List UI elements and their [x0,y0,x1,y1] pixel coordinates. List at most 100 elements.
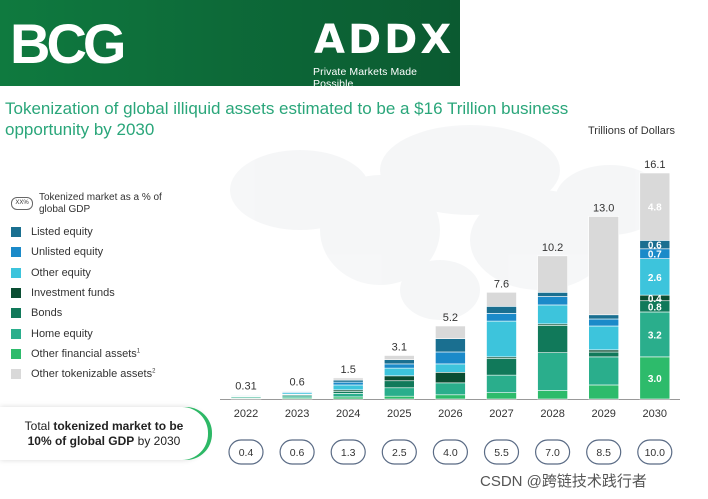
total-label: 1.5 [341,364,356,376]
gdp-pill-label: 8.5 [596,447,611,459]
bar-segment [435,382,466,396]
legend-label-text: Bonds [31,307,63,320]
total-label: 0.6 [289,377,304,389]
legend-item: Bonds [11,303,179,323]
watermark: CSDN @跨链技术践行者 [480,473,647,490]
segment-label: 3.0 [648,374,662,385]
total-label: 13.0 [593,203,614,215]
bcg-logo: BCG [10,12,126,75]
legend-header: XX% Tokenized market as a % of global GD… [11,192,179,222]
bar-segment [486,292,517,307]
map-landmass [320,175,440,285]
x-tick-label: 2029 [591,408,615,420]
map-landmass [470,190,610,290]
legend-swatch [11,348,21,359]
legend-label-text: Investment funds [31,287,115,300]
bar-segment [435,363,466,373]
summary-line-1: Total tokenized market to be [25,419,184,434]
bar-segment [281,390,313,392]
bar-segment [332,390,364,394]
bar-segment [639,311,671,358]
gdp-pill-label: 4.0 [443,447,458,459]
bar-segment [383,355,415,360]
gdp-pill-label: 5.5 [494,447,509,459]
legend-label: Other tokenizable assets2 [31,368,155,380]
legend-label-text: Home equity [31,327,93,340]
bar-segment [435,338,466,353]
bar-segment [332,381,364,386]
summary-callout: Total tokenized market to be 10% of glob… [0,407,208,460]
total-label: 5.2 [443,312,458,324]
legend-label-text: Other financial assets [31,347,137,360]
bar-segment [486,357,517,376]
legend-label: Other equity [31,267,91,279]
map-landmass [230,150,370,230]
total-label: 0.31 [235,381,256,393]
summary-line-2-bold: 10% of global GDP [27,433,135,448]
legend-swatch [11,328,21,339]
legend-item: Listed equity [11,222,179,242]
legend-swatch [11,288,21,299]
gdp-pill-label: 0.4 [239,447,254,459]
segment-label: 0.6 [648,241,662,252]
gdp-pill [534,439,571,465]
bar-segment [588,216,620,316]
addx-tagline: Private Markets Made Possible [313,66,418,90]
gdp-pill-label: 0.6 [290,447,305,459]
bar-segment [486,320,517,358]
summary-line-2: 10% of global GDP by 2030 [25,434,184,449]
bar-segment [435,351,466,365]
legend-label-text: Listed equity [31,226,93,239]
legend-label-text: Other equity [31,266,91,279]
summary-line-1-bold: tokenized market to be [53,418,184,433]
bar-segment [383,367,415,377]
x-tick-label: 2027 [489,408,513,420]
chart-legend: XX% Tokenized market as a % of global GD… [11,192,179,384]
legend-swatch [11,308,21,319]
segment-label: 0.4 [648,294,662,305]
bar-segment [486,392,517,400]
addx-logo: ADDX [314,17,455,63]
bar-segment [588,325,620,351]
legend-label-text: Other tokenizable assets [31,368,153,381]
legend-footnote-marker: 1 [136,348,141,355]
bar-segment [332,384,364,391]
legend-item: Other equity [11,263,179,283]
bar-segment [383,363,415,369]
bar-segment [332,377,364,381]
map-landmass [400,260,480,320]
gdp-pill [637,439,673,465]
gdp-pill [228,439,264,465]
legend-swatch [11,267,21,278]
bar-segment [588,349,620,353]
bar-segment [588,356,620,386]
bar-segment [332,396,364,400]
bar-segment [588,318,620,327]
total-label: 16.1 [644,159,665,171]
legend-swatch [11,369,21,380]
gdp-pill-label: 10.0 [645,447,666,459]
total-label: 10.2 [542,242,563,254]
map-landmass [380,125,560,215]
bar-segment [383,395,415,400]
total-label: 3.1 [392,341,407,353]
legend-swatch [11,227,21,238]
x-tick-label: 2026 [438,408,462,420]
bar-segment [383,380,415,389]
bar-segment [332,393,364,398]
bar-segment [537,296,568,306]
world-map-backdrop [230,125,665,320]
legend-label: Investment funds [31,287,115,299]
bar-segment [537,292,568,297]
summary-line-2-post: by 2030 [134,433,181,448]
legend-item: Other tokenizable assets2 [11,364,179,384]
bar-segment [435,372,466,384]
bar-segment [639,356,671,400]
legend-item: Investment funds [11,283,179,303]
legend-label: Unlisted equity [31,246,103,258]
bar-segment [639,172,671,241]
total-label: 7.6 [494,278,509,290]
bar-segment [332,379,364,383]
legend-label: Bonds [31,307,62,319]
